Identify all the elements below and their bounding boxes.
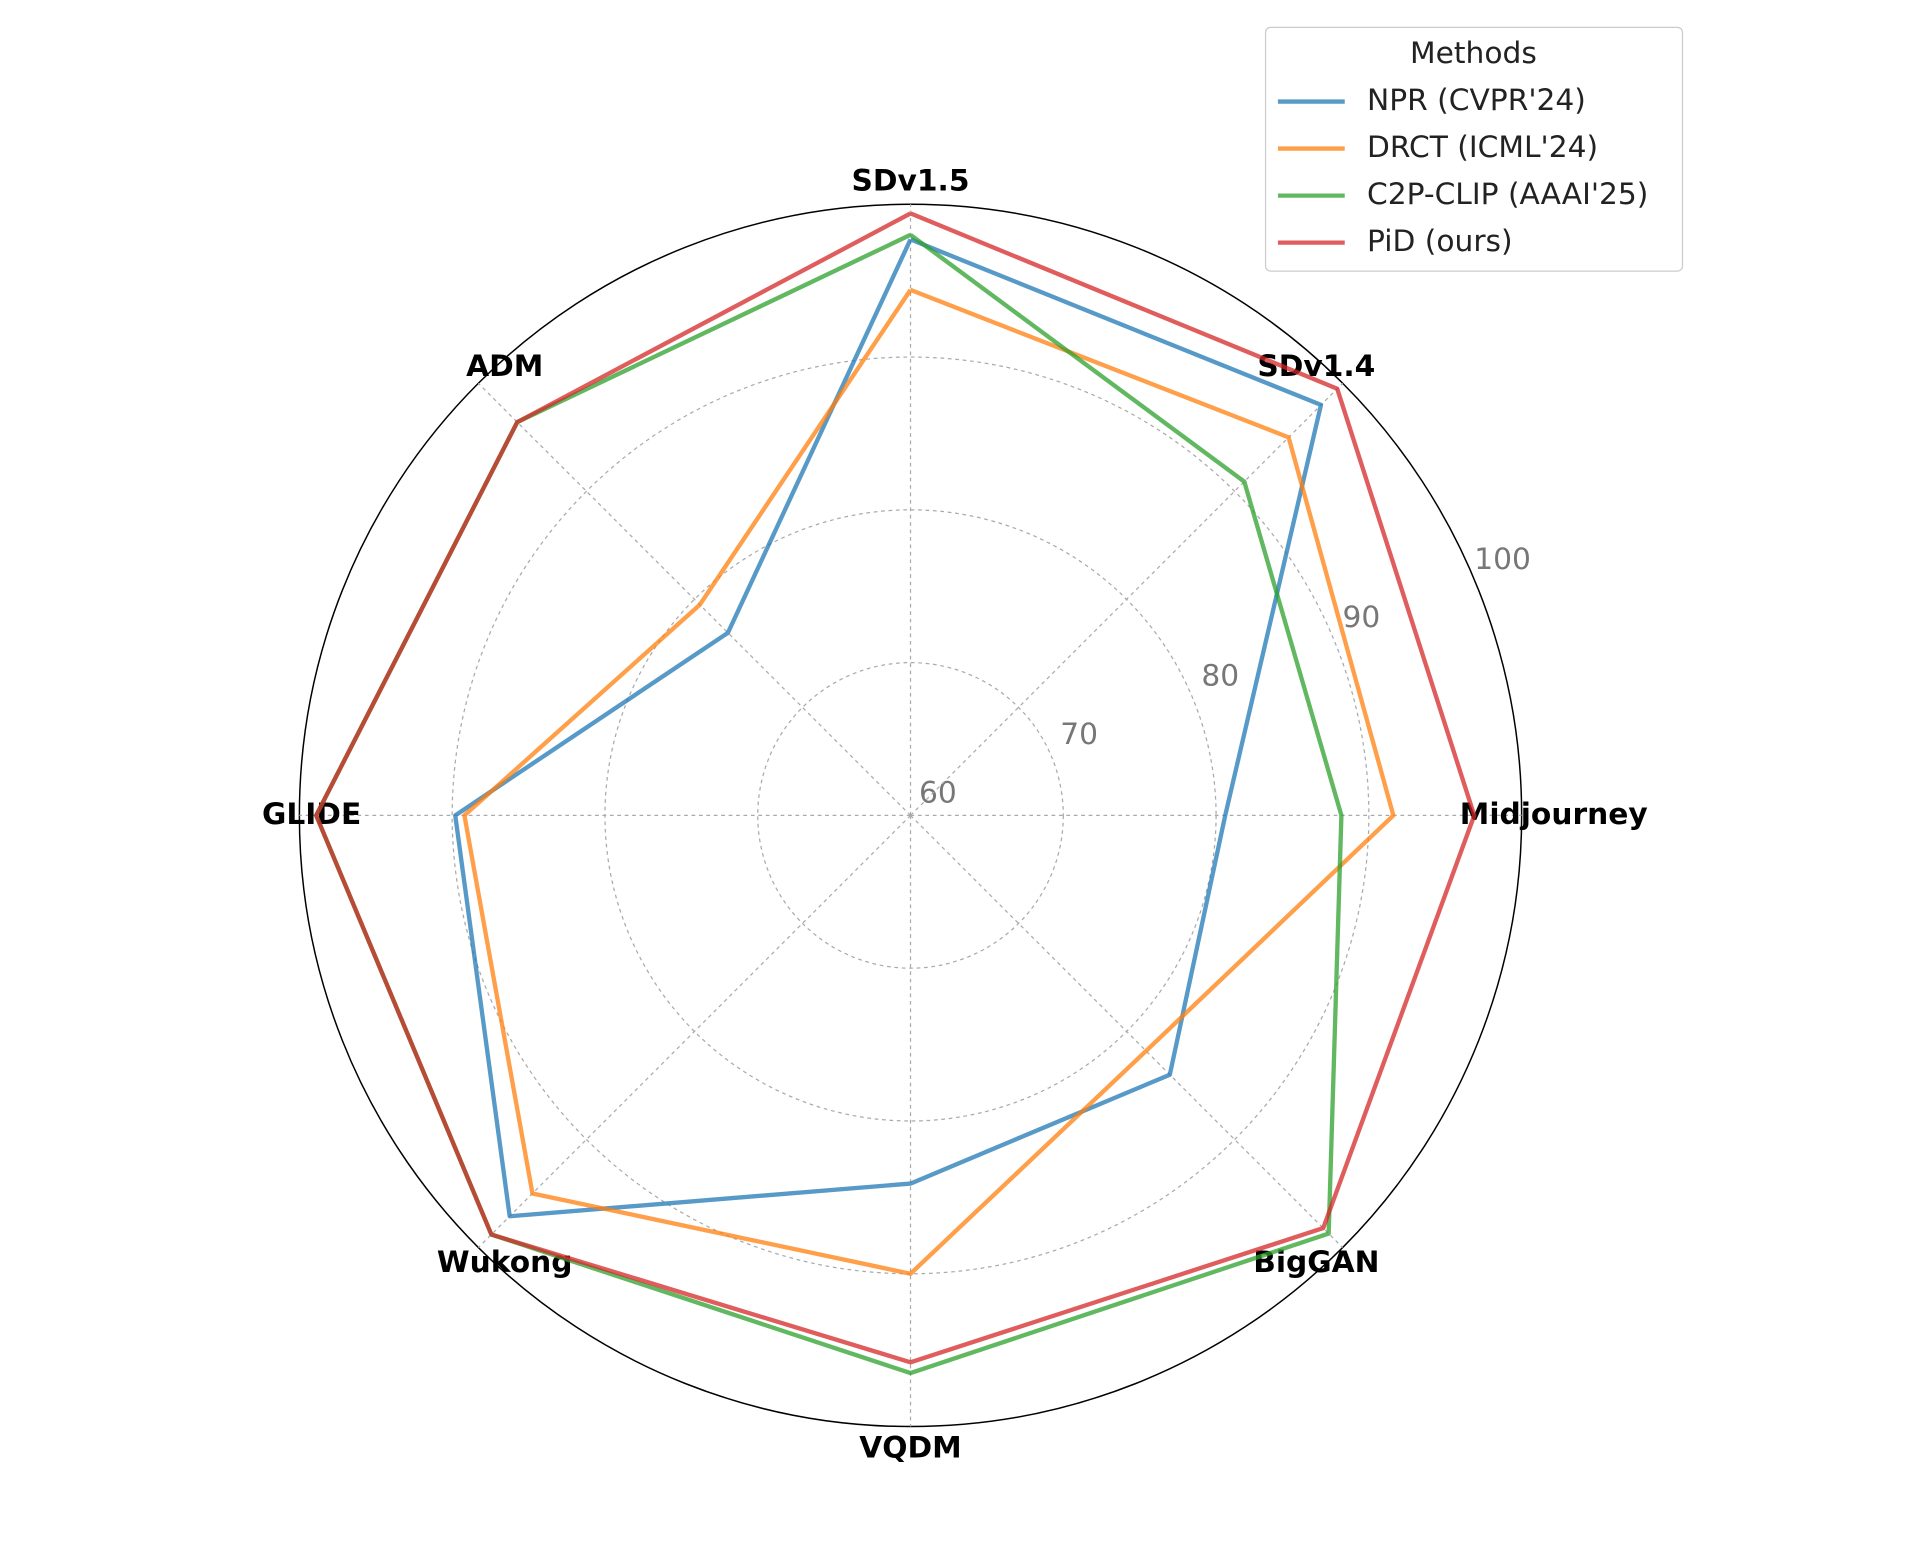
legend-label: DRCT (ICML'24) — [1367, 130, 1598, 165]
spoke — [910, 382, 1344, 816]
legend-title: Methods — [1410, 36, 1537, 71]
spoke — [477, 814, 911, 1248]
legend-box — [1264, 26, 1684, 272]
plot-area — [314, 211, 1477, 1376]
series-line — [453, 237, 1324, 1219]
category-label: ADM — [466, 349, 543, 384]
series-line — [462, 287, 1396, 1276]
category-label: SDv1.5 — [852, 164, 970, 199]
legend-label: C2P-CLIP (AAAI'25) — [1367, 177, 1648, 212]
category-label: Wukong — [437, 1245, 573, 1280]
legend-label: NPR (CVPR'24) — [1367, 83, 1586, 118]
legend: Methods NPR (CVPR'24) DRCT (ICML'24) C2P-C… — [1264, 26, 1684, 272]
r-tick-label: 70 — [1060, 717, 1098, 752]
r-tick-label: 80 — [1201, 659, 1239, 694]
grid-ring — [757, 662, 1064, 969]
category-label: BigGAN — [1253, 1245, 1379, 1280]
category-label: VQDM — [859, 1430, 961, 1465]
grid-ring — [451, 356, 1370, 1275]
series-line — [314, 211, 1477, 1365]
spoke — [910, 814, 1344, 1248]
grid: 60708090100SDv1.5SDv1.4MidjourneyBigGANV… — [262, 164, 1648, 1466]
legend-label: PiD (ours) — [1367, 224, 1513, 259]
category-label: Midjourney — [1460, 797, 1648, 832]
category-label: GLIDE — [262, 797, 361, 832]
r-tick-label: 100 — [1474, 542, 1531, 577]
r-tick-label: 60 — [919, 776, 957, 811]
spoke — [477, 382, 911, 816]
r-tick-label: 90 — [1343, 600, 1381, 635]
